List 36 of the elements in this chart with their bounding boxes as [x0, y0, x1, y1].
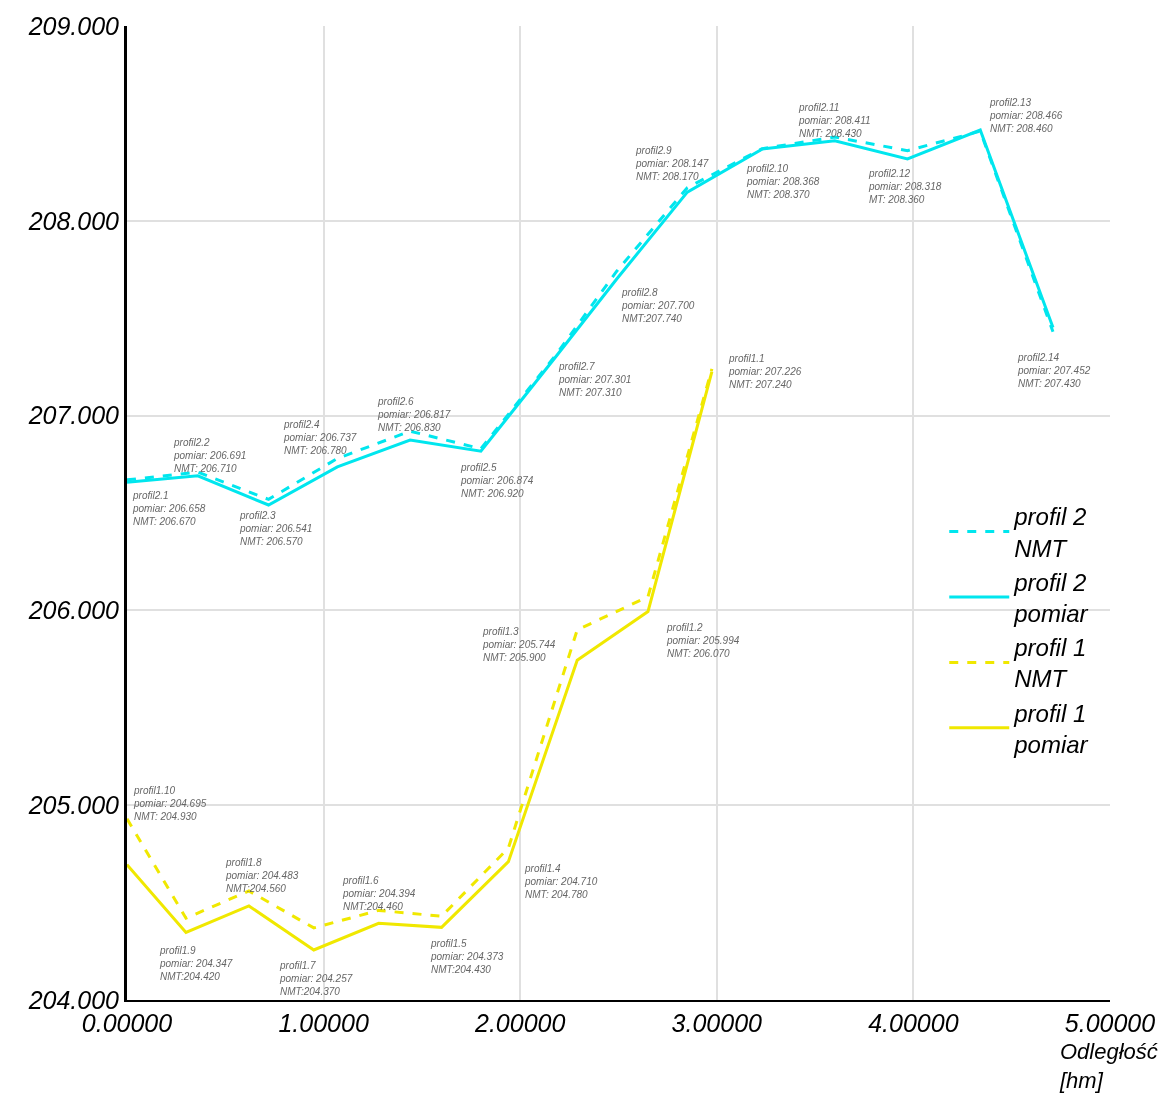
annotation: profil1.5 pomiar: 204.373 NMT:204.430 — [430, 938, 504, 975]
annotation: profil2.10 pomiar: 208.368 NMT: 208.370 — [746, 163, 820, 200]
y-tick-label: 207.000 — [27, 401, 120, 430]
annotation: profil2.4 pomiar: 206.737 NMT: 206.780 — [283, 419, 357, 456]
annotation: profil2.1 pomiar: 206.658 NMT: 206.670 — [132, 490, 206, 527]
annotation: profil2.5 pomiar: 206.874 NMT: 206.920 — [460, 462, 534, 499]
annotation: profil2.11 pomiar: 208.411 NMT: 208.430 — [798, 102, 871, 139]
annotation: profil2.13 pomiar: 208.466 NMT: 208.460 — [989, 97, 1063, 134]
y-tick-label: 208.000 — [27, 206, 120, 235]
annotation: profil2.2 pomiar: 206.691 NMT: 206.710 — [173, 437, 247, 474]
annotation: profil1.1 pomiar: 207.226 NMT: 207.240 — [728, 353, 802, 390]
annotation: profil1.10 pomiar: 204.695 NMT: 204.930 — [133, 785, 207, 822]
annotation: profil2.6 pomiar: 206.817 NMT: 206.830 — [377, 396, 451, 433]
annotation: profil2.7 pomiar: 207.301 NMT: 207.310 — [558, 361, 632, 398]
annotation: profil1.7 pomiar: 204.257 NMT:204.370 — [279, 960, 353, 997]
annotation: profil1.8 pomiar: 204.483 NMT:204.560 — [225, 857, 299, 894]
x-tick-label: 4.00000 — [868, 1009, 959, 1037]
annotation: profil2.12 pomiar: 208.318 MT: 208.360 — [868, 168, 942, 205]
y-tick-label: 206.000 — [27, 596, 120, 625]
y-tick-label: 205.000 — [27, 790, 120, 819]
annotation: profil2.9 pomiar: 208.147 NMT: 208.170 — [635, 145, 709, 182]
annotation: profil2.3 pomiar: 206.541 NMT: 206.570 — [239, 510, 313, 547]
x-tick-label: 2.00000 — [474, 1009, 566, 1037]
annotation: profil1.4 pomiar: 204.710 NMT: 204.780 — [524, 863, 598, 900]
legend-label: profil 1 pomiar — [1013, 699, 1089, 758]
x-tick-label: 1.00000 — [278, 1009, 369, 1037]
annotation: profil1.6 pomiar: 204.394 NMT:204.460 — [342, 875, 416, 912]
x-axis-title: Odległość [hm] — [1059, 1039, 1158, 1093]
x-tick-label: 3.00000 — [671, 1009, 763, 1037]
annotation: profil2.8 pomiar: 207.700 NMT:207.740 — [621, 287, 695, 324]
annotation: profil1.3 pomiar: 205.744 NMT: 205.900 — [482, 626, 556, 663]
y-tick-label: 209.000 — [27, 11, 120, 40]
annotation: profil1.9 pomiar: 204.347 NMT:204.420 — [159, 945, 233, 982]
x-tick-label: 5.00000 — [1064, 1009, 1156, 1037]
annotation: profil2.14 pomiar: 207.452 NMT: 207.430 — [1017, 352, 1091, 389]
annotation: profil1.2 pomiar: 205.994 NMT: 206.070 — [666, 622, 740, 659]
